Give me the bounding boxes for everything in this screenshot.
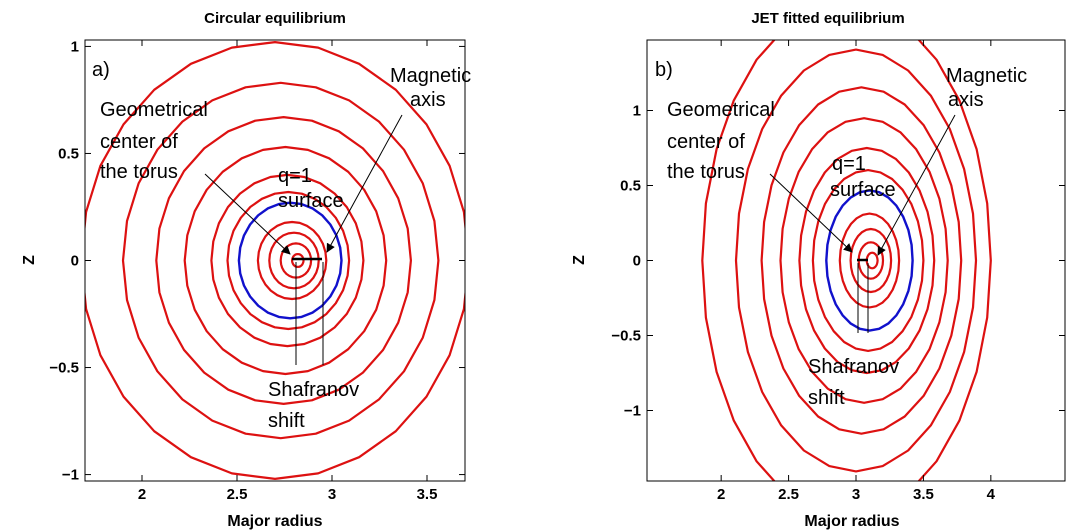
annotation-line: shift <box>268 410 305 432</box>
shafranov-shift-annotation: Shafranov shift <box>808 356 899 409</box>
chart-title: Circular equilibrium <box>204 10 346 27</box>
annotation-line: axis <box>410 89 446 111</box>
geometric-center-annotation: Geometrical center of the torus <box>667 99 775 183</box>
annotation-line: Geometrical <box>667 99 775 121</box>
y-tick-label: −0.5 <box>611 328 641 345</box>
y-tick-label: 1 <box>633 103 641 120</box>
panel-label: b) <box>655 59 673 81</box>
flux-surface <box>734 48 978 473</box>
magnetic-axis-arrow <box>326 114 403 253</box>
annotation-line: center of <box>667 131 745 153</box>
flux-surface <box>183 145 388 376</box>
y-tick-label: −1 <box>624 403 641 420</box>
x-tick-label: 3.5 <box>913 486 934 503</box>
annotation-line: the torus <box>667 161 745 183</box>
annotation-line: the torus <box>100 161 178 183</box>
panel-jet-fitted-equilibrium: JET fitted equilibrium 2 2.5 3 3.5 4 −1 −0.5 0… <box>571 10 1066 530</box>
x-tick-label: 3.5 <box>417 486 438 503</box>
shafranov-shift-annotation: Shafranov shift <box>268 379 359 432</box>
flux-surface <box>256 220 328 301</box>
annotation-line: Magnetic <box>946 65 1027 87</box>
y-tick-label: 0 <box>633 253 641 270</box>
q1-surface-annotation: q=1 surface <box>830 153 896 201</box>
annotation-line: Shafranov <box>808 356 899 378</box>
magnetic-axis-arrow <box>877 114 956 256</box>
x-tick-label: 2 <box>138 486 146 503</box>
flux-surface <box>798 146 936 375</box>
y-tick-label: 1 <box>71 38 79 55</box>
geometric-center-arrow <box>204 173 291 255</box>
x-tick-label: 3 <box>328 486 336 503</box>
flux-surface <box>85 40 465 480</box>
magnetic-axis-annotation: Magnetic axis <box>946 65 1027 111</box>
flux-surface <box>226 190 351 331</box>
geometric-center-annotation: Geometrical center of the torus <box>100 99 208 183</box>
flux-surface <box>779 117 949 404</box>
x-tick-label: 2.5 <box>227 486 248 503</box>
geometric-center-arrow <box>769 173 853 253</box>
x-tick-label: 3 <box>852 486 860 503</box>
x-tick-label: 2 <box>717 486 725 503</box>
y-tick-label: 0 <box>71 253 79 270</box>
panel-label: a) <box>92 59 110 81</box>
chart-title: JET fitted equilibrium <box>751 10 904 27</box>
flux-surface <box>701 40 992 481</box>
x-tick-label: 4 <box>987 486 996 503</box>
annotation-line: q=1 <box>832 153 866 175</box>
flux-surface <box>838 212 901 309</box>
y-tick-label: 0.5 <box>58 145 79 162</box>
y-tick-label: 0.5 <box>620 178 641 195</box>
x-axis-label: Major radius <box>227 513 322 530</box>
annotation-line: surface <box>830 179 896 201</box>
flux-surface <box>210 173 365 348</box>
flux-surface <box>279 242 313 279</box>
y-axis-label: Z <box>571 255 588 265</box>
flux-surface <box>268 231 320 290</box>
flux-surface <box>760 86 963 435</box>
annotation-line: Shafranov <box>268 379 359 401</box>
flux-surface <box>811 169 925 352</box>
flux-surface <box>155 115 412 405</box>
x-tick-label: 2.5 <box>778 486 799 503</box>
panel-circular-equilibrium: Circular equilibrium 2 2.5 3 3.5 −1 −0.5 0 0.5… <box>21 10 471 530</box>
annotation-line: q=1 <box>278 165 312 187</box>
annotation-line: surface <box>278 190 344 212</box>
q1-surface-annotation: q=1 surface <box>278 165 344 212</box>
annotation-line: Geometrical <box>100 99 208 121</box>
flux-surface <box>849 227 893 294</box>
annotation-line: shift <box>808 387 845 409</box>
x-axis-label: Major radius <box>804 513 899 530</box>
annotation-line: center of <box>100 131 178 153</box>
y-axis-label: Z <box>21 255 38 265</box>
flux-surface <box>291 253 305 268</box>
q1-surface <box>825 189 914 332</box>
flux-surface <box>121 81 440 440</box>
annotation-line: axis <box>948 89 984 111</box>
annotation-line: Magnetic <box>390 65 471 87</box>
magnetic-axis-annotation: Magnetic axis <box>390 65 471 111</box>
y-tick-label: −1 <box>62 467 79 484</box>
y-tick-label: −0.5 <box>49 360 79 377</box>
q1-surface <box>237 201 343 320</box>
